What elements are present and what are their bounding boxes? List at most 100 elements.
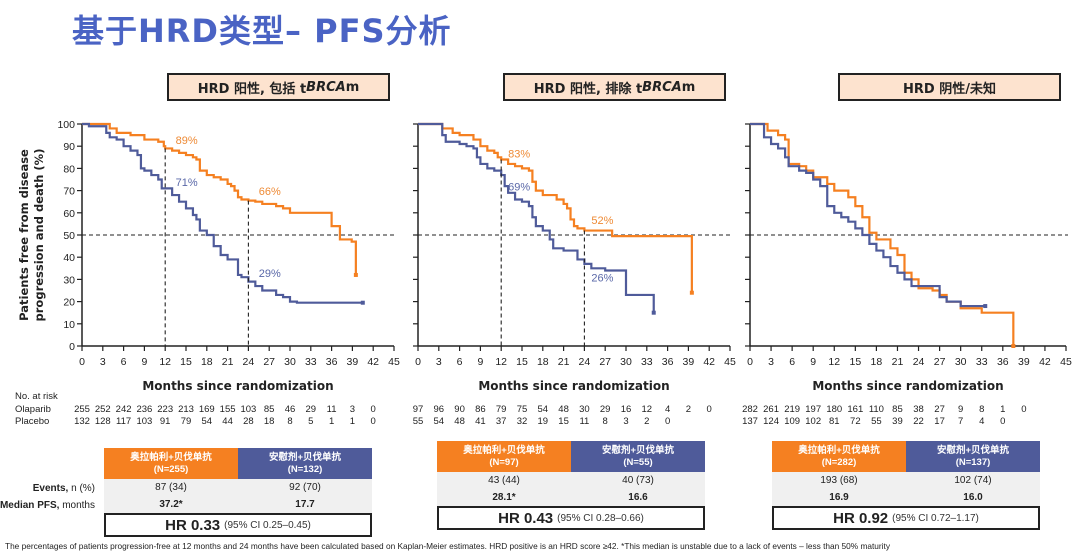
median-placebo: 16.0 [963, 492, 983, 503]
percent-annotation: 83% [508, 148, 530, 160]
y-tick-label: 10 [63, 319, 75, 331]
x-tick-label: 27 [934, 356, 946, 368]
hazard-ratio-box: HR 0.33 (95% CI 0.25–0.45) [104, 513, 372, 537]
x-axis-label: Months since randomization [478, 379, 669, 390]
x-tick-label: 36 [997, 356, 1009, 368]
y-tick-label: 100 [57, 119, 75, 131]
at-risk-row: 55 54 48 41 37 32 19 15 11 8 3 2 0 [0, 416, 1080, 428]
panel-header-hrd-pos-incl: HRD 阳性, 包括 t BRCA m [167, 73, 390, 101]
y-axis-label-line: progression and death (%) [32, 149, 46, 322]
at-risk-row: 255 252 242 236 223 213 169 155 103 85 46 29 11 3 0 [0, 404, 1080, 416]
at-risk-count: 19 [537, 416, 549, 427]
x-tick-label: 45 [388, 356, 400, 368]
at-risk-count: 110 [868, 404, 884, 415]
x-tick-label: 3 [436, 356, 442, 368]
at-risk-count: 0 [706, 404, 712, 415]
x-tick-label: 0 [747, 356, 753, 368]
hazard-ratio: HR 0.33 [165, 516, 221, 534]
at-risk-count: 213 [178, 404, 194, 415]
arm-n: (N=282) [821, 456, 857, 468]
panel-header-text: HRD 阴性/未知 [903, 81, 996, 97]
at-risk-count: 5 [308, 416, 314, 427]
x-tick-label: 15 [849, 356, 861, 368]
olaparib-header: 奥拉帕利+贝伐单抗 (N=255) [104, 448, 238, 479]
at-risk-count: 242 [115, 404, 132, 415]
at-risk-count: 1 [349, 416, 356, 427]
panel-header-italic: BRCA [642, 79, 682, 95]
at-risk-count: 96 [433, 404, 445, 415]
at-risk-count: 1 [1000, 404, 1006, 415]
at-risk-count: 15 [558, 416, 569, 427]
at-risk-count: 0 [370, 404, 376, 415]
x-tick-label: 21 [892, 356, 904, 368]
arm-n: (N=97) [489, 456, 519, 468]
events-label: Events, n (%) [0, 483, 95, 494]
at-risk-count: 46 [284, 404, 296, 415]
at-risk-count: 8 [602, 416, 608, 427]
censor-mark [1011, 344, 1016, 348]
censor-mark [651, 310, 656, 315]
at-risk-count: 54 [201, 416, 213, 427]
at-risk-count: 90 [454, 404, 465, 415]
censor-mark [983, 304, 988, 309]
x-tick-label: 42 [367, 356, 379, 368]
at-risk-count: 32 [516, 416, 528, 427]
x-tick-label: 21 [222, 356, 234, 368]
at-risk-count: 117 [116, 416, 132, 427]
hazard-ratio: HR 0.92 [833, 509, 889, 527]
at-risk-count: 48 [558, 404, 569, 415]
at-risk-count: 11 [326, 404, 337, 415]
at-risk-count: 0 [1000, 416, 1006, 427]
at-risk-count: 54 [537, 404, 549, 415]
y-tick-label: 50 [63, 230, 75, 242]
at-risk-count: 48 [454, 416, 465, 427]
median-olaparib: 28.1* [492, 492, 516, 503]
confidence-interval: (95% CI 0.72–1.17) [892, 512, 979, 524]
at-risk-count: 16 [620, 404, 632, 415]
median-label-rest: months [59, 500, 95, 511]
panel-header-text: HRD 阳性, 包括 t [197, 81, 307, 97]
median-olaparib: 37.2* [159, 499, 183, 510]
at-risk-count: 75 [516, 404, 528, 415]
x-tick-label: 18 [201, 356, 213, 368]
at-risk-count: 252 [94, 404, 111, 415]
at-risk-count: 103 [136, 416, 153, 427]
median-placebo: 16.6 [628, 492, 648, 503]
censor-mark [689, 290, 694, 295]
at-risk-count: 124 [763, 416, 779, 427]
panel-header-italic: BRCA [306, 79, 346, 95]
at-risk-row: 97 96 90 86 79 75 54 48 30 29 16 12 4 2 0 [0, 404, 1080, 416]
at-risk-count: 223 [157, 404, 174, 415]
at-risk-count: 17 [934, 416, 945, 427]
placebo-header: 安慰剂+贝伐单抗 (N=55) [571, 441, 705, 472]
at-risk-count: 85 [263, 404, 275, 415]
arm-n: (N=255) [153, 463, 189, 475]
percent-annotation: 29% [259, 268, 281, 280]
y-tick-label: 60 [63, 208, 75, 220]
at-risk-count: 109 [784, 416, 801, 427]
panel-header-hrd-pos-excl: HRD 阳性, 排除 t BRCA m [503, 73, 726, 101]
at-risk-count: 8 [287, 416, 293, 427]
x-tick-label: 33 [641, 356, 653, 368]
at-risk-count: 29 [305, 404, 317, 415]
at-risk-count: 128 [94, 416, 111, 427]
y-tick-label: 40 [63, 252, 75, 264]
at-risk-count: 236 [136, 404, 153, 415]
at-risk-count: 261 [763, 404, 779, 415]
at-risk-count: 11 [579, 416, 590, 427]
at-risk-count: 55 [412, 416, 424, 427]
median-placebo: 17.7 [295, 499, 315, 510]
at-risk-count: 0 [664, 416, 671, 427]
at-risk-count: 180 [826, 404, 843, 415]
at-risk-count: 27 [934, 404, 945, 415]
x-tick-label: 21 [558, 356, 570, 368]
at-risk-count: 44 [222, 416, 233, 427]
at-risk-count: 0 [1021, 404, 1027, 415]
x-tick-label: 15 [516, 356, 528, 368]
percent-annotation: 26% [591, 273, 613, 285]
x-tick-label: 3 [100, 356, 106, 368]
at-risk-count: 29 [599, 404, 611, 415]
